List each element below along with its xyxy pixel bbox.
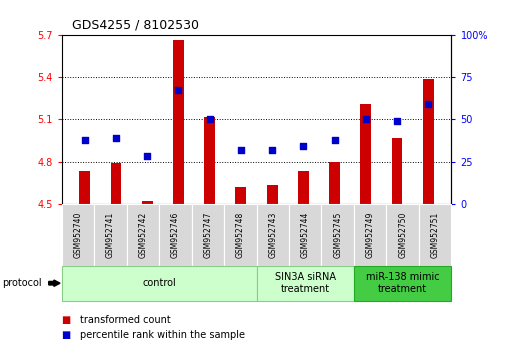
Text: GDS4255 / 8102530: GDS4255 / 8102530 (72, 19, 199, 32)
Text: miR-138 mimic
treatment: miR-138 mimic treatment (366, 272, 440, 294)
Bar (142, 201, 153, 204)
Text: ■: ■ (62, 330, 71, 339)
Text: SIN3A siRNA
treatment: SIN3A siRNA treatment (275, 272, 336, 294)
Text: ■: ■ (62, 315, 71, 325)
Text: transformed count: transformed count (80, 315, 170, 325)
Bar (80, 171, 90, 204)
Bar (204, 117, 215, 204)
Bar (110, 163, 122, 204)
Point (424, 101, 432, 107)
Text: GSM952744: GSM952744 (301, 211, 310, 258)
Bar (423, 79, 433, 204)
Text: GSM952746: GSM952746 (171, 211, 180, 258)
Point (237, 148, 245, 153)
Bar (360, 104, 371, 204)
Bar (329, 161, 340, 204)
Bar (235, 187, 246, 204)
Text: GSM952741: GSM952741 (106, 211, 115, 258)
Point (299, 143, 307, 149)
Text: GSM952740: GSM952740 (73, 211, 82, 258)
Text: GSM952742: GSM952742 (139, 211, 147, 258)
Point (393, 118, 401, 124)
Text: GSM952751: GSM952751 (431, 211, 440, 258)
Text: percentile rank within the sample: percentile rank within the sample (80, 330, 245, 339)
Point (362, 116, 370, 122)
Text: GSM952750: GSM952750 (398, 211, 407, 258)
Bar (267, 185, 278, 204)
Text: GSM952749: GSM952749 (366, 211, 374, 258)
Bar (391, 138, 403, 204)
Point (206, 116, 214, 122)
Text: GSM952747: GSM952747 (203, 211, 212, 258)
Text: control: control (142, 278, 176, 288)
Bar (173, 40, 184, 204)
Point (268, 148, 276, 153)
Point (81, 138, 89, 143)
Text: GSM952748: GSM952748 (236, 211, 245, 258)
Text: protocol: protocol (3, 278, 42, 288)
Point (174, 87, 183, 93)
Text: GSM952743: GSM952743 (268, 211, 277, 258)
Point (143, 153, 151, 159)
Point (112, 135, 120, 141)
Point (330, 138, 339, 143)
Bar (298, 171, 309, 204)
Text: GSM952745: GSM952745 (333, 211, 342, 258)
